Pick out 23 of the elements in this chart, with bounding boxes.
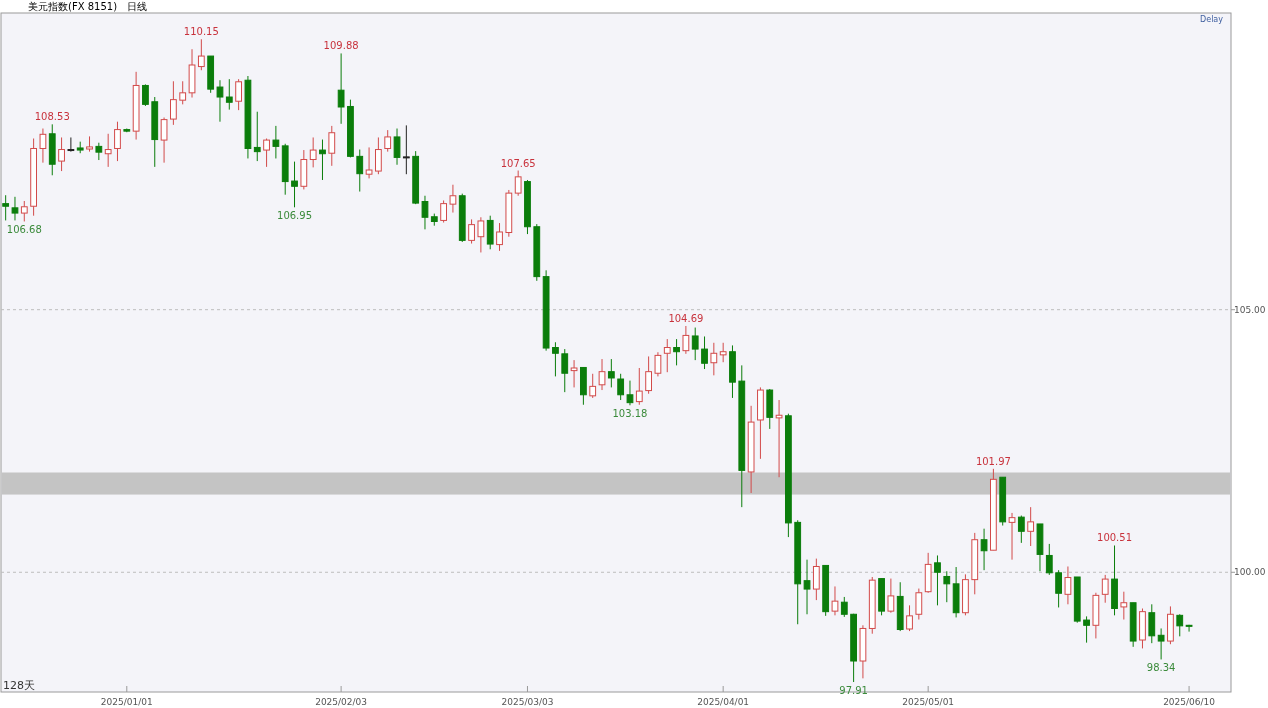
- x-tick-label: 2025/03/03: [501, 697, 554, 707]
- annotation: 98.34: [1146, 662, 1176, 674]
- x-tick-label: 2025/02/03: [315, 697, 368, 707]
- y-tick-label: 105.00: [1234, 304, 1266, 315]
- x-tick-label: 2025/05/01: [902, 697, 955, 707]
- annotation: 106.95: [277, 210, 313, 222]
- header: 美元指数(FX 8151) 日线: [28, 1, 148, 12]
- annotation: 128天: [3, 679, 35, 692]
- annotation: 110.15: [183, 26, 219, 38]
- annotation: 100.51: [1097, 532, 1133, 544]
- x-tick-label: 2025/06/10: [1163, 697, 1216, 707]
- x-tick-label: 2025/04/01: [697, 697, 750, 707]
- annotation: 109.88: [323, 40, 359, 52]
- annotation: 107.65: [500, 157, 536, 169]
- annotation: 104.69: [668, 312, 704, 324]
- annotation: 106.68: [6, 224, 42, 236]
- annotation: 103.18: [612, 408, 648, 420]
- x-tick-label: 2025/01/01: [100, 697, 153, 707]
- y-tick-label: 100.00: [1234, 567, 1266, 578]
- annotation: 101.97: [975, 455, 1011, 467]
- annotation: 108.53: [34, 111, 70, 123]
- annotation: 97.91: [839, 685, 868, 697]
- text: Delay: [1200, 15, 1224, 24]
